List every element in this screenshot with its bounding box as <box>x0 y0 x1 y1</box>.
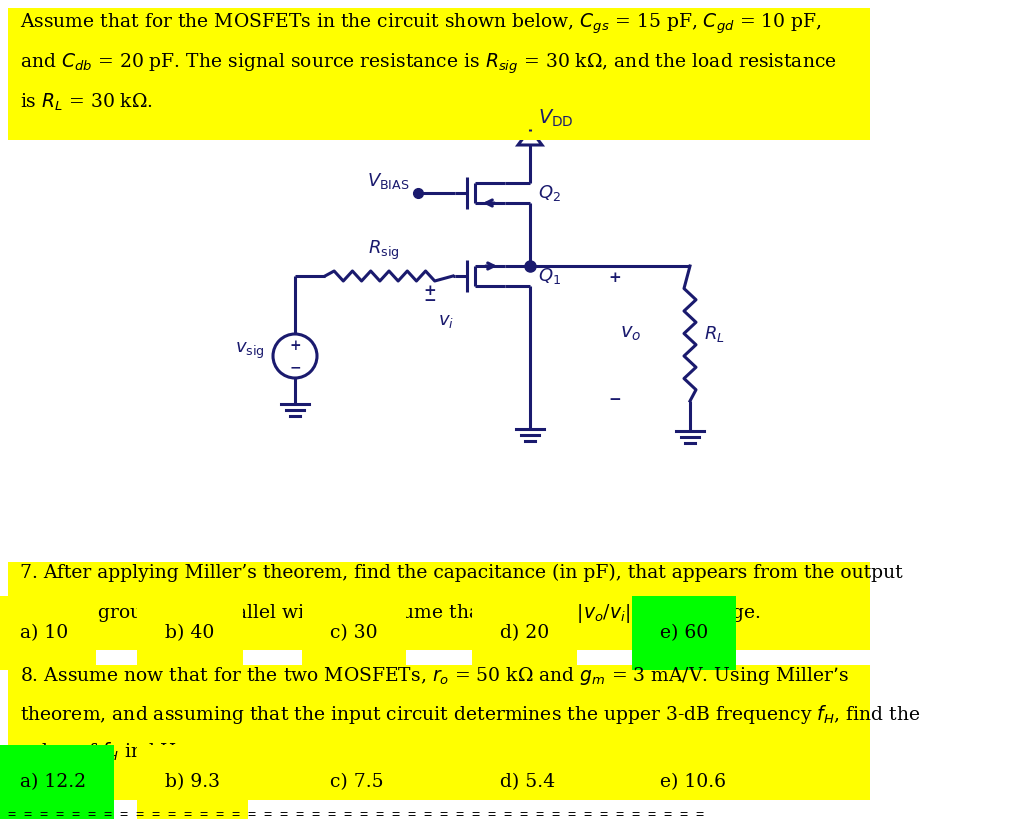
Text: +: + <box>424 284 436 298</box>
Text: $v_i$: $v_i$ <box>438 312 454 330</box>
Text: node to ground (in parallel with $R_L$). Assume that the gain |$v_o$/$v_i$| is v: node to ground (in parallel with $R_L$).… <box>20 601 761 625</box>
Text: 7. After applying Miller’s theorem, find the capacitance (in pF), that appears f: 7. After applying Miller’s theorem, find… <box>20 563 902 582</box>
Text: a) 12.2: a) 12.2 <box>20 773 86 791</box>
FancyBboxPatch shape <box>8 665 870 800</box>
Text: b) 9.3: b) 9.3 <box>165 773 220 791</box>
Text: +: + <box>608 271 622 285</box>
Text: $V_{\rm BIAS}$: $V_{\rm BIAS}$ <box>368 171 410 191</box>
Text: c) 7.5: c) 7.5 <box>330 773 384 791</box>
Text: value of $f_H$ in kHz.: value of $f_H$ in kHz. <box>20 741 191 764</box>
Text: $Q_2$: $Q_2$ <box>538 183 561 203</box>
FancyBboxPatch shape <box>8 562 870 650</box>
Text: theorem, and assuming that the input circuit determines the upper 3-dB frequency: theorem, and assuming that the input cir… <box>20 703 921 726</box>
Text: c) 30: c) 30 <box>330 624 378 642</box>
Text: is $R_L$ = 30 kΩ.: is $R_L$ = 30 kΩ. <box>20 92 153 113</box>
Text: e) 10.6: e) 10.6 <box>660 773 726 791</box>
Text: −: − <box>608 393 622 407</box>
Text: d) 5.4: d) 5.4 <box>500 773 555 791</box>
Text: d) 20: d) 20 <box>500 624 549 642</box>
Text: b) 40: b) 40 <box>165 624 214 642</box>
Text: 8. Assume now that for the two MOSFETs, $r_o$ = 50 kΩ and $g_m$ = 3 mA/V. Using : 8. Assume now that for the two MOSFETs, … <box>20 665 849 687</box>
Text: Assume that for the MOSFETs in the circuit shown below, $C_{gs}$ = 15 pF, $C_{gd: Assume that for the MOSFETs in the circu… <box>20 12 822 37</box>
Text: e) 60: e) 60 <box>660 624 709 642</box>
Text: $Q_1$: $Q_1$ <box>538 266 561 286</box>
Text: $R_{\rm sig}$: $R_{\rm sig}$ <box>369 238 399 262</box>
Text: = = = = = = = = = = = = = = = = = = = = = = = = = = = = = = = = = = = = = = = = : = = = = = = = = = = = = = = = = = = = = … <box>8 808 705 821</box>
Text: −: − <box>424 294 436 308</box>
Text: $v_o$: $v_o$ <box>620 324 641 342</box>
Text: −: − <box>289 360 301 374</box>
Text: $R_L$: $R_L$ <box>705 323 725 343</box>
Text: +: + <box>289 339 301 353</box>
Text: $V_{\rm DD}$: $V_{\rm DD}$ <box>538 108 573 129</box>
Text: $v_{\rm sig}$: $v_{\rm sig}$ <box>236 341 265 361</box>
Text: and $C_{db}$ = 20 pF. The signal source resistance is $R_{sig}$ = 30 kΩ, and the: and $C_{db}$ = 20 pF. The signal source … <box>20 52 837 76</box>
FancyBboxPatch shape <box>8 8 870 140</box>
Text: a) 10: a) 10 <box>20 624 69 642</box>
